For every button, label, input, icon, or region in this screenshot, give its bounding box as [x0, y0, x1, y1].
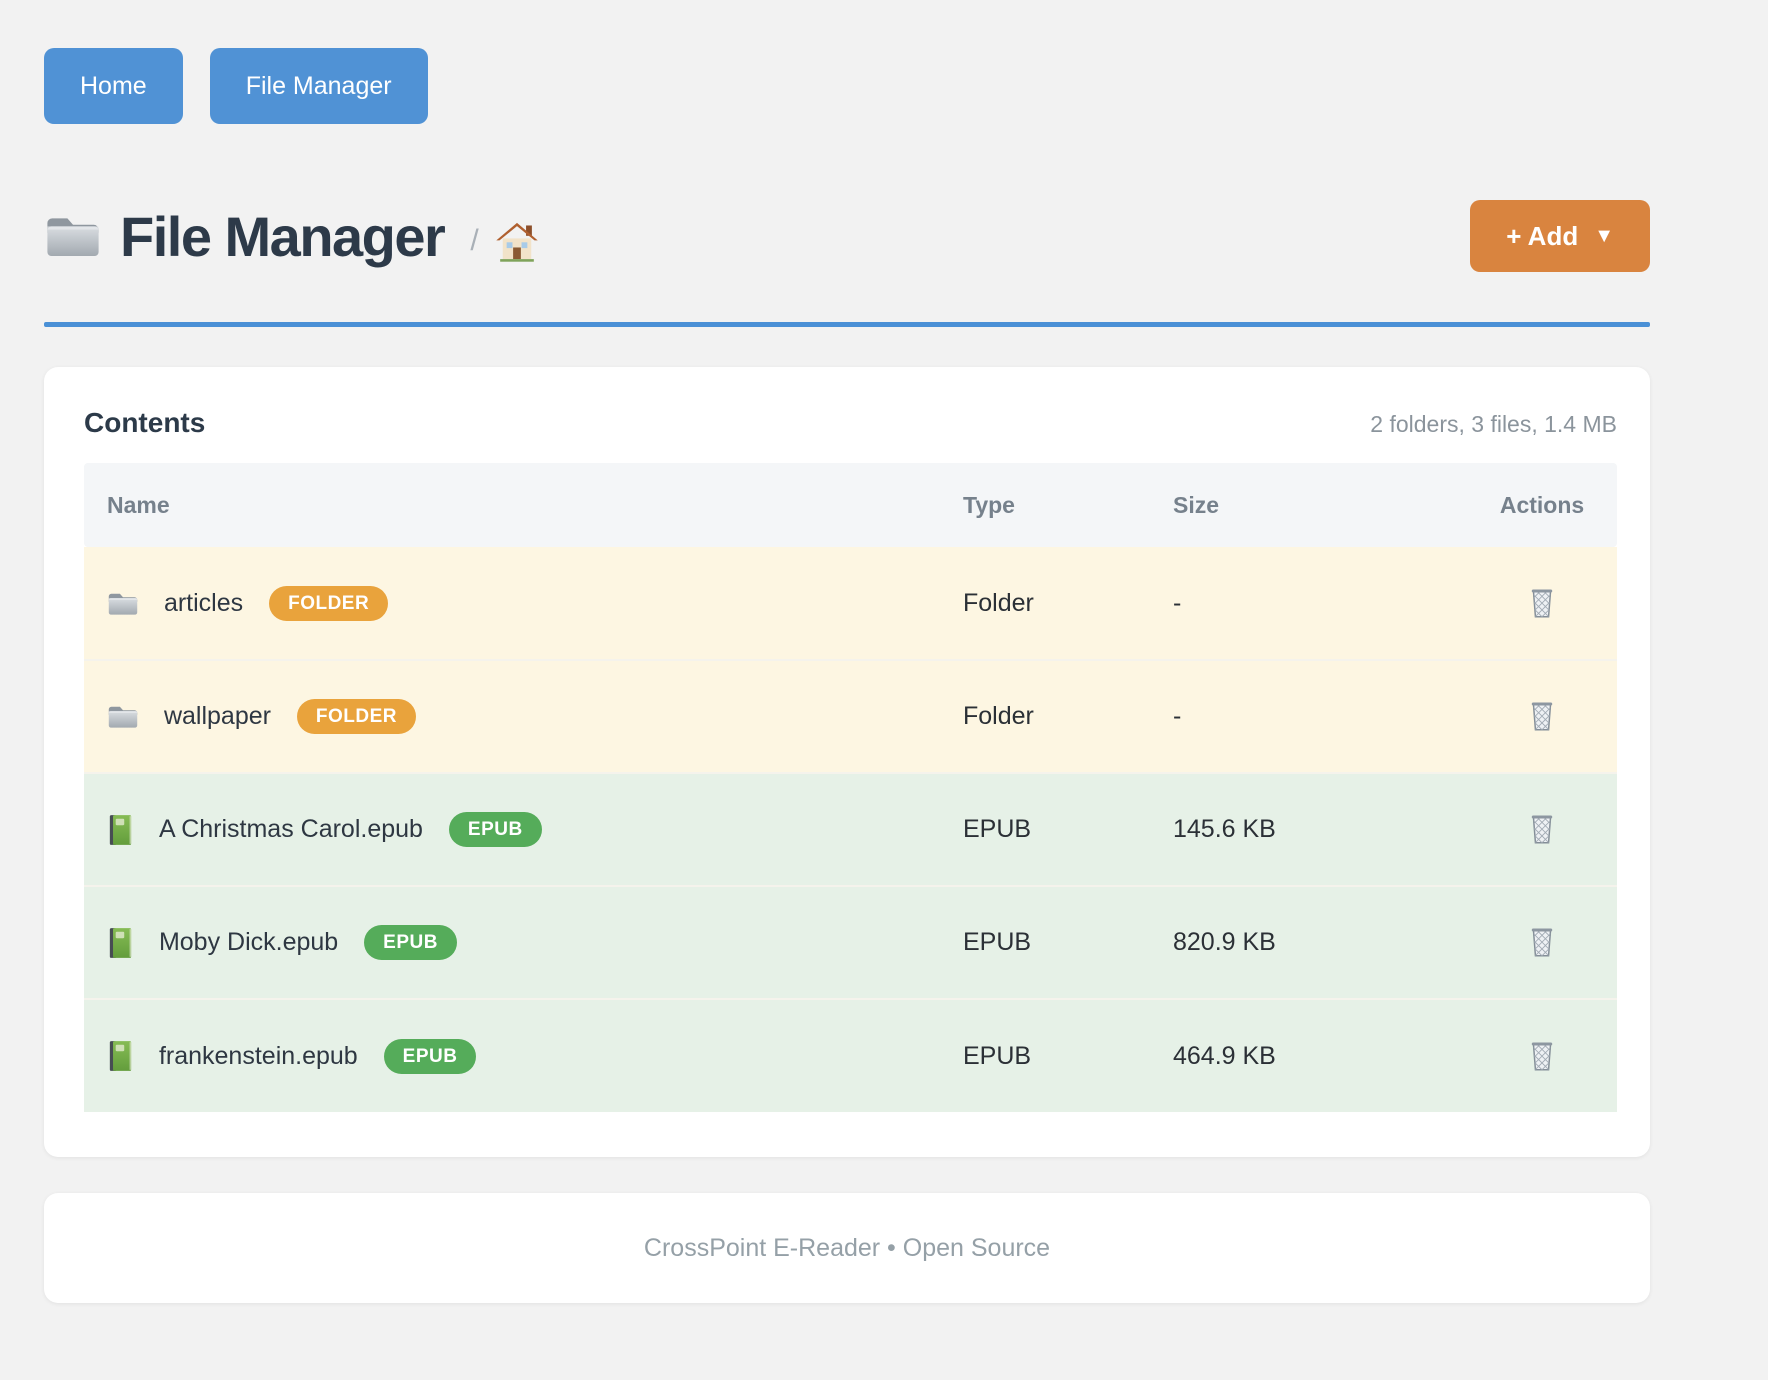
file-table-body: articles FOLDER Folder - wallpaper FOLDE… — [84, 547, 1617, 1112]
type-badge: EPUB — [448, 812, 542, 847]
breadcrumb-separator: / — [470, 224, 479, 257]
trash-icon — [1527, 698, 1557, 732]
trash-icon — [1527, 585, 1557, 619]
table-row[interactable]: frankenstein.epub EPUB EPUB 464.9 KB — [84, 999, 1617, 1112]
type-cell: Folder — [963, 660, 1173, 774]
table-row[interactable]: articles FOLDER Folder - — [84, 547, 1617, 661]
green-book-icon — [107, 1040, 134, 1072]
blue-divider — [44, 322, 1650, 327]
file-name: A Christmas Carol.epub — [158, 815, 423, 843]
nav-button-home[interactable]: Home — [44, 48, 183, 124]
folder-icon — [44, 212, 102, 260]
contents-card-header: Contents 2 folders, 3 files, 1.4 MB — [84, 407, 1617, 439]
page-header: File Manager / + Add ▼ — [44, 200, 1650, 272]
table-row[interactable]: Moby Dick.epub EPUB EPUB 820.9 KB — [84, 886, 1617, 1000]
name-cell: wallpaper FOLDER — [84, 660, 963, 774]
column-header-actions: Actions — [1467, 463, 1617, 547]
delete-button[interactable] — [1523, 694, 1561, 736]
add-button[interactable]: + Add ▼ — [1470, 200, 1650, 272]
file-name: Moby Dick.epub — [158, 928, 339, 956]
add-button-label: + Add — [1506, 220, 1579, 251]
size-cell: 820.9 KB — [1173, 886, 1467, 1000]
size-cell: 145.6 KB — [1173, 773, 1467, 887]
column-header-name: Name — [84, 463, 963, 547]
footer-text: CrossPoint E-Reader • Open Source — [643, 1233, 1051, 1262]
breadcrumb-home-link[interactable] — [495, 210, 539, 262]
type-cell: EPUB — [963, 886, 1173, 1000]
actions-cell — [1467, 660, 1617, 774]
contents-summary: 2 folders, 3 files, 1.4 MB — [1370, 411, 1617, 437]
file-table-head: Name Type Size Actions — [84, 463, 1617, 547]
delete-button[interactable] — [1523, 581, 1561, 623]
delete-button[interactable] — [1523, 807, 1561, 849]
file-table: Name Type Size Actions articles FOLDER F… — [84, 463, 1617, 1112]
file-name: frankenstein.epub — [158, 1041, 358, 1070]
house-icon — [495, 220, 539, 262]
name-cell: A Christmas Carol.epub EPUB — [84, 773, 963, 887]
table-row[interactable]: A Christmas Carol.epub EPUB EPUB 145.6 K… — [84, 773, 1617, 887]
type-badge: EPUB — [364, 925, 457, 960]
breadcrumb-nav: Home File Manager — [44, 48, 1650, 124]
nav-button-file-manager[interactable]: File Manager — [209, 48, 428, 124]
type-badge: FOLDER — [296, 699, 417, 734]
name-cell: frankenstein.epub EPUB — [84, 999, 963, 1112]
trash-icon — [1527, 1038, 1557, 1072]
type-cell: EPUB — [963, 999, 1173, 1112]
delete-button[interactable] — [1523, 920, 1561, 962]
page: Home File Manager File Manager / + Add ▼… — [44, 48, 1650, 1303]
contents-card: Contents 2 folders, 3 files, 1.4 MB Name… — [44, 367, 1650, 1157]
size-cell: - — [1173, 660, 1467, 774]
caret-down-icon: ▼ — [1594, 224, 1614, 247]
title-group: File Manager / — [44, 204, 539, 269]
actions-cell — [1467, 999, 1617, 1112]
type-cell: Folder — [963, 547, 1173, 661]
name-cell: Moby Dick.epub EPUB — [84, 886, 963, 1000]
name-cell: articles FOLDER — [84, 547, 963, 661]
folder-icon — [107, 703, 139, 730]
folder-icon — [107, 590, 139, 617]
size-cell: - — [1173, 547, 1467, 661]
trash-icon — [1527, 811, 1557, 845]
delete-button[interactable] — [1523, 1034, 1561, 1076]
trash-icon — [1527, 924, 1557, 958]
type-cell: EPUB — [963, 773, 1173, 887]
column-header-size: Size — [1173, 463, 1467, 547]
actions-cell — [1467, 547, 1617, 661]
actions-cell — [1467, 773, 1617, 887]
footer: CrossPoint E-Reader • Open Source — [44, 1193, 1650, 1303]
type-badge: FOLDER — [269, 585, 389, 621]
page-title: File Manager — [120, 204, 446, 268]
contents-title: Contents — [84, 407, 206, 438]
file-name: wallpaper — [163, 702, 271, 730]
actions-cell — [1467, 886, 1617, 1000]
column-header-type: Type — [963, 463, 1173, 547]
table-row[interactable]: wallpaper FOLDER Folder - — [84, 660, 1617, 774]
green-book-icon — [107, 814, 134, 846]
size-cell: 464.9 KB — [1173, 999, 1467, 1112]
type-badge: EPUB — [383, 1038, 477, 1074]
file-name: articles — [163, 588, 244, 617]
green-book-icon — [107, 927, 134, 959]
